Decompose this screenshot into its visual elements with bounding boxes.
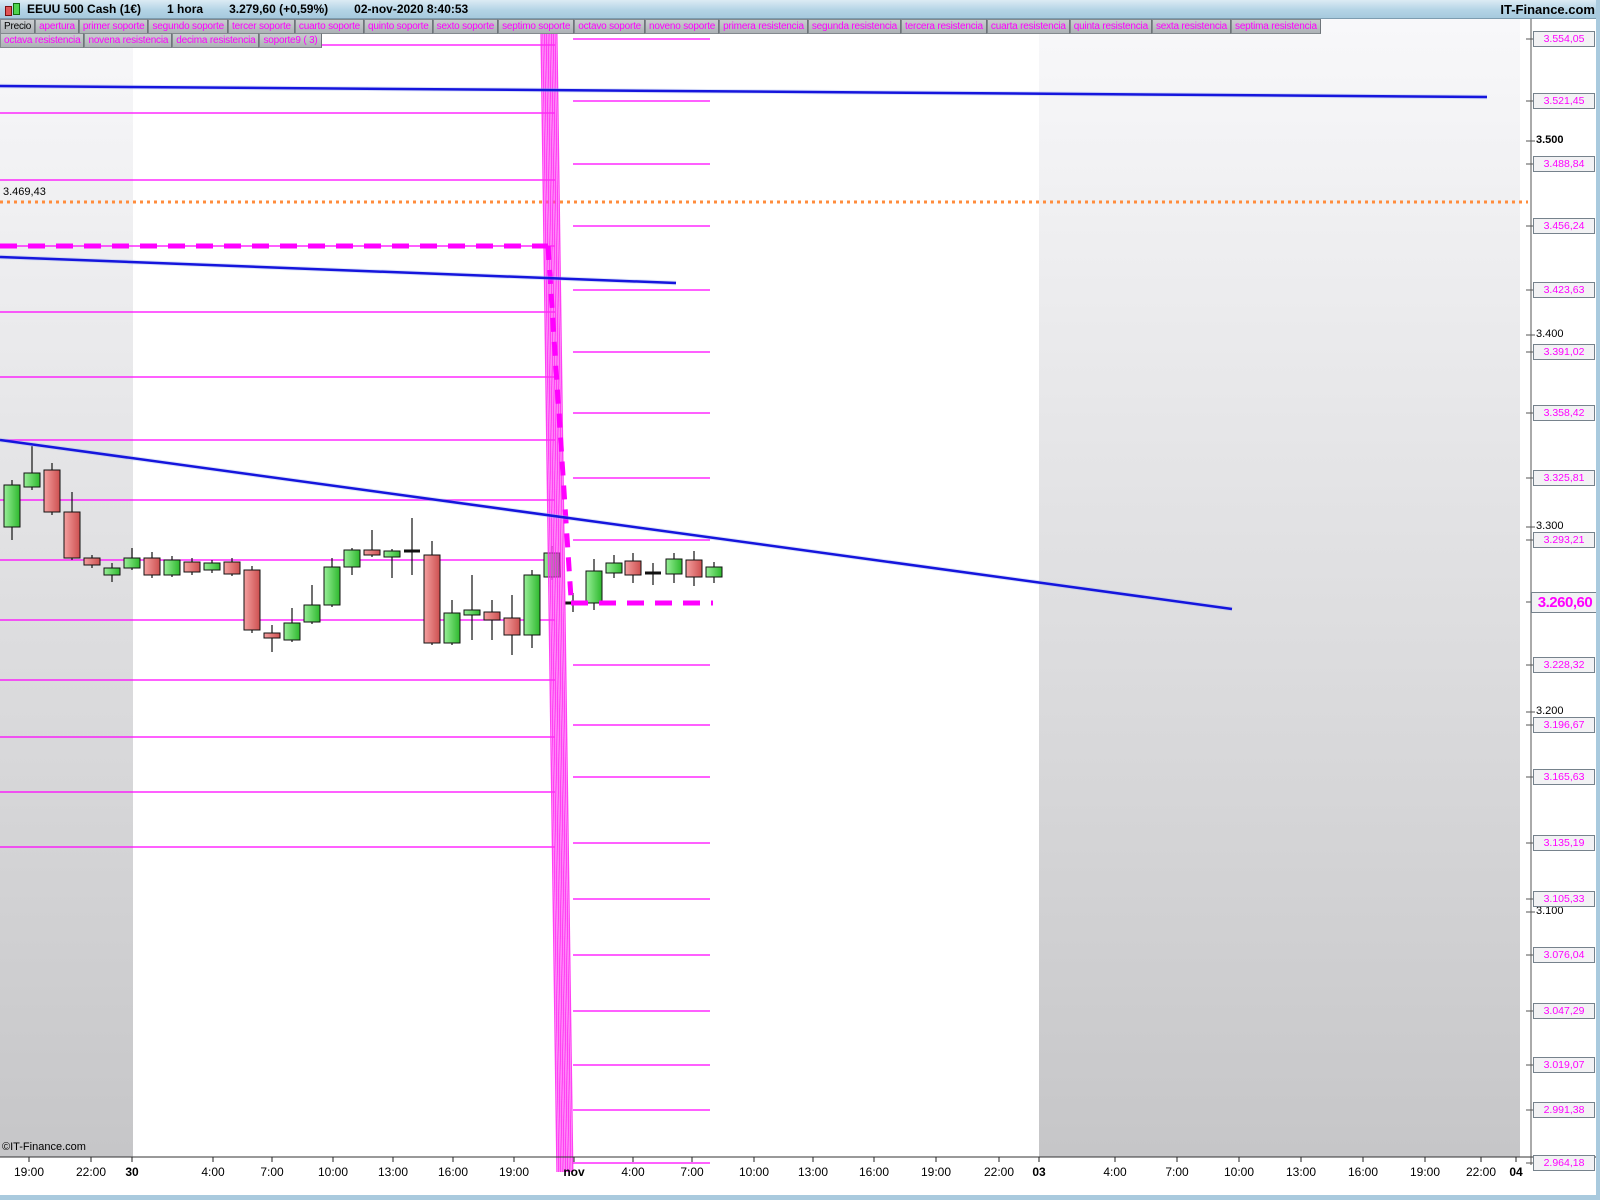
candlestick-chart-icon <box>3 1 21 17</box>
price-axis-label: 3.200 <box>1536 705 1564 717</box>
legend-item-octavo-soporte[interactable]: octavo soporte <box>574 19 646 34</box>
time-axis-label: 19:00 <box>498 1165 530 1179</box>
sr-level-price-label: 3.105,33 <box>1533 891 1595 907</box>
candles-layer <box>3 446 723 655</box>
sr-level-price-label: 3.165,63 <box>1533 769 1595 785</box>
legend-item-precio[interactable]: Precio <box>0 19 36 34</box>
window-border-right <box>1596 0 1600 1200</box>
window-border-bottom <box>0 1195 1600 1200</box>
time-axis-label: 7:00 <box>260 1165 284 1179</box>
legend-item-decima-resistencia[interactable]: decima resistencia <box>172 33 260 48</box>
legend-item-primera-resistencia[interactable]: primera resistencia <box>719 19 808 34</box>
sr-level-price-label: 3.019,07 <box>1533 1057 1595 1073</box>
legend-item-cuarto-soporte[interactable]: cuarto soporte <box>294 19 365 34</box>
indicator-legend-row-1: Precio apertura primer soporte segundo sopo… <box>0 19 1321 37</box>
time-axis-label: 16:00 <box>1347 1165 1379 1179</box>
quote-change-label: 3.279,60 (+0,59%) <box>229 2 329 16</box>
time-axis-label: 16:00 <box>437 1165 469 1179</box>
legend-item-primer-soporte[interactable]: primer soporte <box>78 19 149 34</box>
level-value-annotation: 3.469,43 <box>3 186 46 198</box>
support-resistance-lines <box>0 38 710 1164</box>
legend-item-cuarta-resistencia[interactable]: cuarta resistencia <box>986 19 1070 34</box>
sr-level-price-label: 3.293,21 <box>1533 532 1595 548</box>
legend-item-soporte9-3-[interactable]: soporte9 ( 3) <box>259 33 322 48</box>
legend-item-sexto-soporte[interactable]: sexto soporte <box>432 19 499 34</box>
time-axis-label: nov <box>563 1165 585 1179</box>
sr-level-price-label: 3.358,42 <box>1533 405 1595 421</box>
time-axis-label: 19:00 <box>920 1165 952 1179</box>
time-axis-label: 22:00 <box>983 1165 1015 1179</box>
time-axis-label: 4:00 <box>621 1165 645 1179</box>
trend-lines <box>0 83 1488 612</box>
time-axis-label: 30 <box>125 1165 139 1179</box>
sr-level-price-label: 3.554,05 <box>1533 31 1595 47</box>
sr-level-price-label: 2.991,38 <box>1533 1102 1595 1118</box>
sr-level-price-label: 2.964,18 <box>1533 1155 1595 1171</box>
legend-item-sexta-resistencia[interactable]: sexta resistencia <box>1151 19 1232 34</box>
legend-item-tercer-soporte[interactable]: tercer soporte <box>228 19 295 34</box>
sr-level-price-label: 3.423,63 <box>1533 282 1595 298</box>
price-axis-label: 3.100 <box>1536 905 1564 917</box>
price-axis-label: 3.300 <box>1536 520 1564 532</box>
sr-level-price-label: 3.325,81 <box>1533 470 1595 486</box>
time-axis-label: 13:00 <box>1285 1165 1317 1179</box>
sr-level-price-label: 3.521,45 <box>1533 93 1595 109</box>
sr-level-price-label: 3.196,67 <box>1533 717 1595 733</box>
time-axis-label: 19:00 <box>1409 1165 1441 1179</box>
time-axis-label: 7:00 <box>1165 1165 1189 1179</box>
price-axis-label: 3.500 <box>1536 134 1564 146</box>
price-axis-label: 3.400 <box>1536 328 1564 340</box>
time-axis-label: 22:00 <box>1465 1165 1497 1179</box>
legend-item-novena-resistencia[interactable]: novena resistencia <box>84 33 173 48</box>
time-axis-label: 03 <box>1032 1165 1046 1179</box>
indicator-legend-row-2: octava resistencia novena resistencia deci… <box>0 33 322 51</box>
time-axis-label: 4:00 <box>1103 1165 1127 1179</box>
session-shading-bands <box>0 19 1520 1157</box>
time-axis-label: 13:00 <box>377 1165 409 1179</box>
sr-level-price-label: 3.135,19 <box>1533 835 1595 851</box>
legend-item-segunda-resistencia[interactable]: segunda resistencia <box>807 19 902 34</box>
sr-level-price-label: 3.228,32 <box>1533 657 1595 673</box>
time-axis-label: 22:00 <box>75 1165 107 1179</box>
time-axis-label: 13:00 <box>797 1165 829 1179</box>
legend-item-septimo-soporte[interactable]: septimo soporte <box>498 19 575 34</box>
level-transition-fan-lines <box>540 27 574 1173</box>
title-bar: EEUU 500 Cash (1€) 1 hora 3.279,60 (+0,5… <box>0 0 1600 19</box>
datetime-label: 02-nov-2020 8:40:53 <box>354 2 469 16</box>
time-axis-label: 10:00 <box>738 1165 770 1179</box>
time-axis-label: 04 <box>1509 1165 1523 1179</box>
legend-item-quinta-resistencia[interactable]: quinta resistencia <box>1069 19 1152 34</box>
instrument-title: EEUU 500 Cash (1€) <box>27 2 142 16</box>
brand-logo-text: IT-Finance.com <box>1500 2 1595 17</box>
highlighted-price-label: 3.260,60 <box>1531 592 1599 613</box>
sr-level-price-label: 3.456,24 <box>1533 218 1595 234</box>
time-axis-label: 16:00 <box>858 1165 890 1179</box>
legend-item-octava-resistencia[interactable]: octava resistencia <box>0 33 85 48</box>
watermark-copyright: ©IT-Finance.com <box>2 1141 86 1153</box>
time-axis-label: 19:00 <box>13 1165 45 1179</box>
time-axis-label: 4:00 <box>201 1165 225 1179</box>
legend-item-segundo-soporte[interactable]: segundo soporte <box>148 19 228 34</box>
legend-item-apertura[interactable]: apertura <box>35 19 79 34</box>
time-axis-label: 10:00 <box>317 1165 349 1179</box>
sr-level-price-label: 3.488,84 <box>1533 156 1595 172</box>
legend-item-septima-resistencia[interactable]: septima resistencia <box>1231 19 1321 34</box>
sr-level-price-label: 3.391,02 <box>1533 344 1595 360</box>
time-axis-label: 7:00 <box>680 1165 704 1179</box>
legend-item-quinto-soporte[interactable]: quinto soporte <box>364 19 433 34</box>
highlighted-dashed-level-line <box>0 243 713 606</box>
timeframe-label: 1 hora <box>167 2 204 16</box>
time-axis-label: 10:00 <box>1223 1165 1255 1179</box>
legend-item-noveno-soporte[interactable]: noveno soporte <box>645 19 720 34</box>
legend-item-tercera-resistencia[interactable]: tercera resistencia <box>901 19 987 34</box>
sr-level-price-label: 3.047,29 <box>1533 1003 1595 1019</box>
sr-level-price-label: 3.076,04 <box>1533 947 1595 963</box>
